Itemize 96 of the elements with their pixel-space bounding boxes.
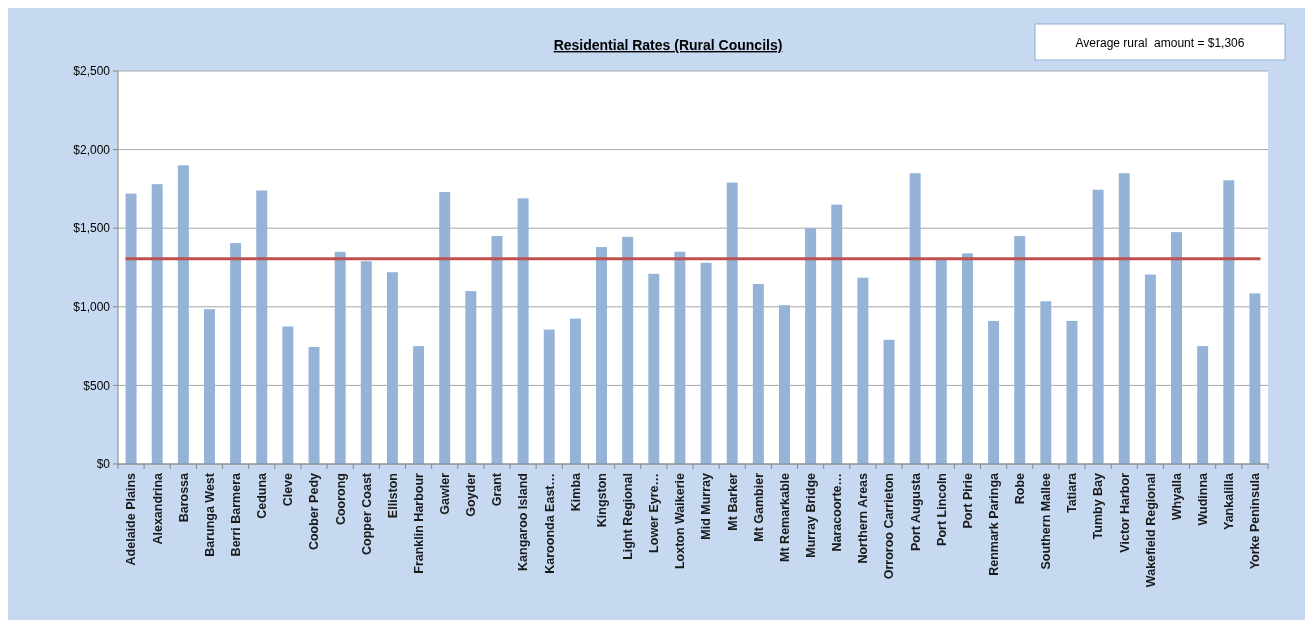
- bar: [465, 291, 477, 464]
- bar: [961, 253, 973, 464]
- bar: [1223, 180, 1235, 464]
- bar: [230, 243, 242, 464]
- x-tick-label: Mt Barker: [725, 472, 740, 531]
- x-tick-label: Copper Coast: [359, 472, 374, 555]
- x-tick-label: Lower Eyre…: [647, 473, 662, 553]
- bar: [831, 204, 843, 464]
- x-tick-label: Wakefield Regional: [1143, 473, 1158, 588]
- bar: [439, 192, 451, 464]
- x-tick-label: Port Augusta: [908, 471, 923, 552]
- bar: [1092, 189, 1104, 464]
- bar: [1066, 320, 1078, 464]
- bar: [256, 190, 268, 464]
- x-tick-label: Ceduna: [255, 471, 270, 519]
- bar: [203, 309, 215, 464]
- x-tick-label: Mt Gambier: [751, 472, 766, 542]
- x-tick-label: Karoonda East…: [542, 473, 557, 574]
- x-tick-label: Whyalla: [1169, 471, 1184, 521]
- bar: [491, 236, 503, 464]
- x-tick-label: Naracoorte…: [830, 473, 845, 552]
- bar: [988, 320, 1000, 464]
- bar: [1171, 232, 1183, 464]
- bar: [648, 273, 660, 464]
- y-tick-label: $500: [83, 378, 111, 393]
- bar: [569, 318, 581, 464]
- x-tick-label: Wudinna: [1196, 471, 1211, 526]
- bar: [177, 165, 189, 464]
- x-tick-label: Renmark Paringa: [986, 471, 1001, 576]
- bar: [1040, 301, 1052, 464]
- bar: [543, 329, 555, 464]
- y-tick-label: $1,000: [73, 300, 111, 314]
- x-tick-label: Adelaide Plains: [124, 472, 139, 566]
- bar: [282, 326, 294, 464]
- x-tick-label: Murray Bridge: [803, 472, 818, 558]
- bar: [334, 251, 346, 464]
- x-tick-label: Coorong: [333, 473, 348, 526]
- y-tick-label: $1,500: [73, 221, 111, 236]
- bar: [1144, 274, 1156, 464]
- x-tick-label: Franklin Harbour: [411, 472, 426, 574]
- x-tick-label: Port Pirie: [960, 472, 975, 529]
- x-tick-label: Loxton Waikerie: [673, 472, 688, 570]
- x-tick-label: Coober Pedy: [307, 472, 322, 551]
- bar: [517, 198, 529, 464]
- x-tick-label: Tatiara: [1065, 471, 1080, 514]
- bar: [622, 236, 634, 464]
- bar: [1014, 236, 1026, 464]
- y-tick-label: $2,000: [73, 142, 111, 157]
- x-tick-label: Barunga West: [202, 472, 217, 557]
- x-tick-label: Gawler: [438, 472, 453, 515]
- bar: [752, 284, 764, 464]
- bar: [308, 346, 320, 464]
- bar: [151, 184, 163, 464]
- x-tick-label: Alexandrina: [150, 471, 165, 545]
- x-tick-label: Kimba: [568, 471, 583, 512]
- x-tick-label: Yorke Peninsula: [1248, 471, 1263, 570]
- chart-title: Residential Rates (Rural Councils): [553, 37, 783, 53]
- x-tick-label: Light Regional: [621, 473, 636, 560]
- x-tick-label: Robe: [1013, 472, 1028, 505]
- x-tick-label: Northern Areas: [856, 472, 871, 564]
- x-tick-label: Elliston: [385, 473, 400, 519]
- bar: [778, 305, 790, 464]
- text: Average rural amount = $1,306: [1075, 36, 1245, 50]
- bar: [1249, 293, 1261, 464]
- bar: [857, 277, 869, 464]
- x-tick-label: Berri Barmera: [228, 471, 243, 557]
- bar: [413, 346, 425, 464]
- x-tick-label: Victor Harbor: [1117, 472, 1132, 553]
- bar: [935, 259, 947, 464]
- x-tick-label: Cleve: [281, 472, 296, 507]
- x-tick-label: Southern Mallee: [1039, 472, 1054, 570]
- bar: [1118, 173, 1130, 464]
- x-tick-label: Tumby Bay: [1091, 472, 1106, 540]
- bar: [883, 339, 895, 464]
- x-tick-label: Mt Remarkable: [777, 472, 792, 562]
- y-tick-label: $2,500: [73, 64, 111, 79]
- x-tick-label: Kingston: [594, 473, 609, 528]
- x-tick-label: Yankalilla: [1222, 471, 1237, 530]
- x-tick-label: Kangaroo Island: [516, 473, 531, 571]
- bar: [726, 182, 738, 464]
- x-tick-label: Goyder: [464, 472, 479, 517]
- bar: [700, 262, 712, 464]
- x-tick-label: Orroroo Carrieton: [882, 473, 897, 580]
- bar: [909, 173, 921, 464]
- bar: [596, 247, 608, 464]
- bar: [1197, 346, 1209, 464]
- bar: [125, 193, 137, 464]
- y-tick-label: $0: [96, 457, 111, 472]
- x-tick-label: Barossa: [176, 471, 191, 523]
- x-tick-label: Grant: [490, 472, 505, 507]
- bar: [386, 272, 398, 464]
- bar: [674, 251, 686, 464]
- bar: [360, 261, 372, 464]
- bar: [805, 228, 817, 464]
- x-tick-label: Mid Murray: [699, 472, 714, 540]
- x-tick-label: Port Lincoln: [934, 473, 949, 546]
